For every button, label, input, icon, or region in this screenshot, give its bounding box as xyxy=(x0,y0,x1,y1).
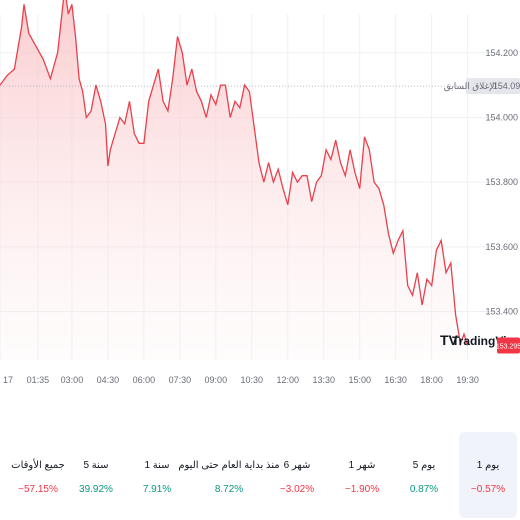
x-tick-label: 10:30 xyxy=(241,375,264,385)
price-area-fill xyxy=(0,0,468,360)
period-label: جميع الأوقات xyxy=(11,460,65,471)
period-label: 1 شهر xyxy=(348,460,376,471)
period-change: 8.72% xyxy=(214,484,244,495)
period-label: 1 سنة xyxy=(144,460,170,471)
period-change: 7.91% xyxy=(142,484,172,495)
period-4[interactable]: 6 شهر −3.02% xyxy=(268,432,326,518)
x-tick-label: 09:00 xyxy=(205,375,228,385)
period-6[interactable]: 5 يوم 0.87% xyxy=(395,432,453,518)
x-tick-label: 03:00 xyxy=(61,375,84,385)
x-tick-label: 16:30 xyxy=(384,375,407,385)
period-change: −1.90% xyxy=(344,484,380,495)
previous-close-label: الإغلاق السابق xyxy=(444,81,497,92)
previous-close-value: 154.097 xyxy=(493,81,520,91)
last-price-tag: 153.295 xyxy=(496,337,520,354)
period-label: 1 يوم xyxy=(476,460,500,471)
y-tick-label: 153.600 xyxy=(485,242,518,252)
period-label: منذ بداية العام حتى اليوم xyxy=(178,460,280,471)
x-tick-label: 13:30 xyxy=(312,375,335,385)
period-change: −57.15% xyxy=(18,484,58,495)
period-change: 39.92% xyxy=(79,484,113,495)
x-tick-label: 12:00 xyxy=(277,375,300,385)
period-label: 5 سنة xyxy=(83,460,109,471)
x-tick-label: 19:30 xyxy=(456,375,479,385)
period-5[interactable]: 1 شهر −1.90% xyxy=(333,432,391,518)
x-tick-label: 06:00 xyxy=(133,375,156,385)
x-tick-label: 04:30 xyxy=(97,375,120,385)
last-price-value: 153.295 xyxy=(496,343,520,350)
performance-periods: جميع الأوقات −57.15% 5 سنة 39.92% 1 سنة 7.91%… xyxy=(0,432,520,520)
tradingview-icon: TV xyxy=(440,332,459,348)
y-tick-label: 153.800 xyxy=(485,177,518,187)
period-3[interactable]: منذ بداية العام حتى اليوم 8.72% xyxy=(174,432,284,518)
period-label: 6 شهر xyxy=(283,460,311,471)
period-change: −0.57% xyxy=(470,484,506,495)
x-tick-label: 15:00 xyxy=(348,375,371,385)
price-line xyxy=(0,0,469,347)
x-axis: 17 01:35 03:00 04:30 06:00 07:30 09:00 10:30 12:… xyxy=(3,375,479,385)
x-tick-label: 17 xyxy=(3,375,13,385)
y-axis: 154.200 154.000 153.800 153.600 153.400 xyxy=(485,48,518,317)
y-tick-label: 154.000 xyxy=(485,112,518,122)
x-tick-label: 07:30 xyxy=(169,375,192,385)
x-tick-label: 18:00 xyxy=(420,375,443,385)
price-chart[interactable]: 154.200 154.000 153.800 153.600 153.400 17 01… xyxy=(0,0,520,400)
period-label: 5 يوم xyxy=(412,460,436,471)
period-1[interactable]: 5 سنة 39.92% xyxy=(67,432,125,518)
period-7[interactable]: 1 يوم −0.57% xyxy=(459,432,517,518)
previous-close-tag: الإغلاق السابق 154.097 xyxy=(444,78,520,95)
y-tick-label: 154.200 xyxy=(485,48,518,58)
period-0[interactable]: جميع الأوقات −57.15% xyxy=(9,432,67,518)
period-2[interactable]: 1 سنة 7.91% xyxy=(128,432,186,518)
period-change: −3.02% xyxy=(279,484,315,495)
x-tick-label: 01:35 xyxy=(27,375,50,385)
period-change: 0.87% xyxy=(409,484,439,495)
y-tick-label: 153.400 xyxy=(485,306,518,316)
